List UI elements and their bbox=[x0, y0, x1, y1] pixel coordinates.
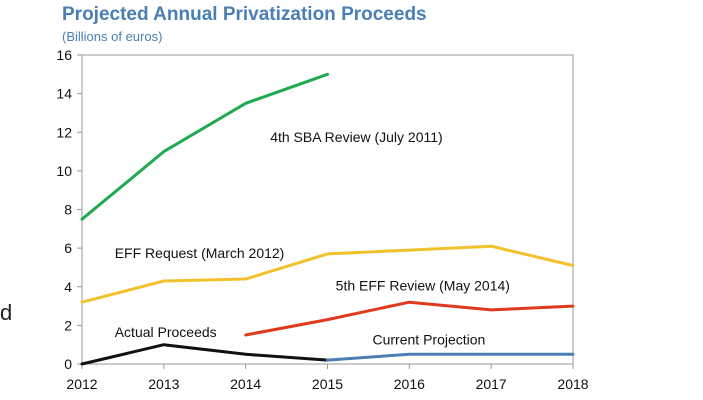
y-tick-label: 0 bbox=[64, 356, 72, 372]
x-tick-label: 2016 bbox=[394, 376, 425, 392]
x-tick-label: 2017 bbox=[476, 376, 507, 392]
series-line-1 bbox=[80, 72, 329, 221]
x-tick-label: 2014 bbox=[230, 376, 261, 392]
series-line-5 bbox=[326, 352, 575, 362]
y-tick-label: 12 bbox=[56, 124, 72, 140]
series-annotation: Actual Proceeds bbox=[115, 324, 217, 340]
series-line-4 bbox=[80, 343, 329, 366]
x-tick-label: 2013 bbox=[148, 376, 179, 392]
y-tick-label: 14 bbox=[56, 86, 72, 102]
y-tick-label: 4 bbox=[64, 279, 72, 295]
series-line-3 bbox=[244, 300, 575, 337]
chart-subtitle: (Billions of euros) bbox=[62, 29, 163, 44]
x-tick-label: 2018 bbox=[557, 376, 588, 392]
series-annotation: 5th EFF Review (May 2014) bbox=[336, 278, 510, 294]
series-annotation: EFF Request (March 2012) bbox=[115, 245, 285, 261]
y-tick-label: 2 bbox=[64, 317, 72, 333]
y-tick-label: 10 bbox=[56, 163, 72, 179]
series-annotation: Current Projection bbox=[373, 332, 486, 348]
plot-frame bbox=[81, 54, 574, 365]
y-tick-label: 16 bbox=[56, 47, 72, 63]
x-tick-label: 2012 bbox=[66, 376, 97, 392]
y-tick-label: 8 bbox=[64, 202, 72, 218]
cropped-text-fragment: d bbox=[0, 300, 13, 325]
series-line-2 bbox=[80, 244, 575, 304]
chart-title: Projected Annual Privatization Proceeds bbox=[62, 4, 427, 25]
series-annotation: 4th SBA Review (July 2011) bbox=[270, 129, 443, 145]
y-tick-label: 6 bbox=[64, 240, 72, 256]
x-tick-label: 2015 bbox=[312, 376, 343, 392]
